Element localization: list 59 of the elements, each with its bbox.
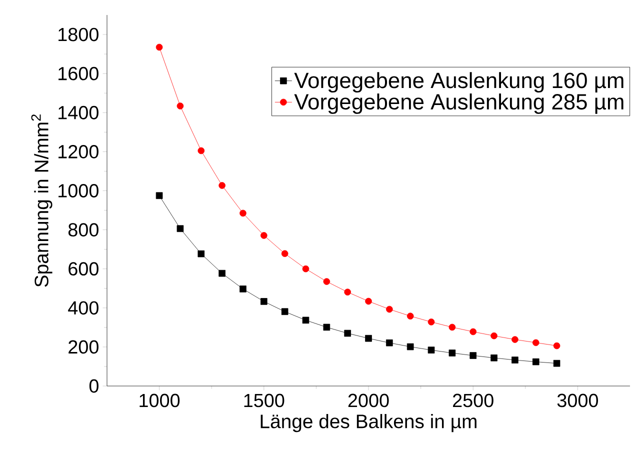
point [365, 298, 372, 305]
x-tick-label: 3000 [557, 394, 598, 408]
x-axis-title: Länge des Balkens in µm [260, 414, 476, 432]
y-tick-label: 1200 [58, 144, 98, 158]
point [344, 288, 351, 296]
point [176, 225, 184, 232]
point [198, 250, 205, 258]
y-axis-title: Spannung in N/mm$^{2}$ [31, 114, 52, 287]
y-tick-label: 800 [68, 223, 98, 236]
y-tick-label: 1600 [58, 66, 98, 80]
y-tick-label: 0 [89, 379, 98, 393]
point [260, 232, 268, 239]
point [532, 358, 540, 366]
point [198, 147, 205, 154]
point [240, 286, 246, 292]
point [218, 270, 226, 277]
point [553, 342, 560, 350]
y-tick-label: 1000 [58, 184, 98, 198]
point [428, 318, 435, 326]
point [490, 354, 498, 362]
point [512, 356, 518, 364]
point [281, 308, 288, 316]
point [323, 278, 330, 285]
y-tick-label: 200 [68, 340, 98, 354]
point [553, 360, 560, 367]
point [156, 192, 163, 200]
point [302, 265, 310, 272]
point [281, 250, 288, 258]
y-tick-label: 600 [68, 262, 98, 276]
point [240, 210, 246, 217]
point [156, 44, 163, 51]
point [302, 316, 310, 324]
y-tick-label: 400 [68, 301, 98, 315]
legend-label: Vorgegebene Auslenkung 285 µm [294, 93, 624, 114]
point [218, 182, 226, 189]
point [470, 328, 477, 336]
y-tick-label: 1800 [58, 28, 98, 42]
point [406, 343, 414, 350]
point [260, 298, 268, 305]
point [512, 336, 518, 343]
y-tick-label: 1400 [58, 106, 98, 120]
point [448, 350, 456, 356]
point [176, 102, 184, 110]
x-tick-label: 2500 [453, 394, 494, 408]
point [344, 330, 351, 337]
point [532, 339, 540, 346]
x-tick-label: 1000 [140, 394, 180, 408]
point [386, 339, 393, 346]
point [406, 312, 414, 320]
point [323, 324, 330, 331]
point [448, 324, 456, 331]
point [386, 306, 393, 313]
legend-label: Vorgegebene Auslenkung 160 µm [294, 72, 624, 93]
point [490, 332, 498, 340]
point [428, 346, 435, 354]
point [470, 352, 477, 359]
point [365, 334, 372, 342]
x-tick-label: 1500 [244, 394, 284, 408]
x-tick-label: 2000 [348, 394, 389, 408]
